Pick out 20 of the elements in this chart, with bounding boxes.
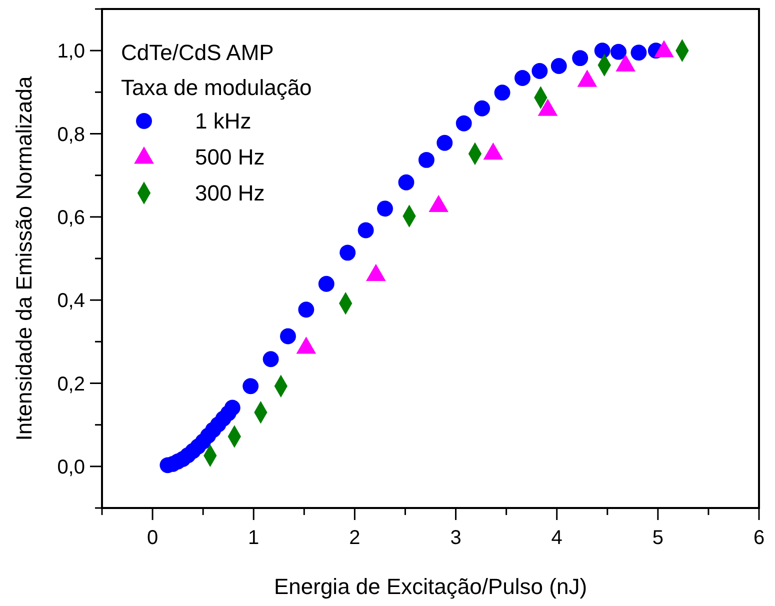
y-tick-label: 0,2 bbox=[57, 373, 85, 396]
x-tick-label: 4 bbox=[551, 527, 562, 549]
x-axis-title: Energia de Excitação/Pulso (nJ) bbox=[274, 574, 588, 599]
y-tick-label: 1,0 bbox=[57, 40, 85, 63]
y-tick-label: 0,0 bbox=[57, 456, 85, 478]
x-tick-label: 2 bbox=[349, 527, 360, 549]
y-axis-title: Intensidade da Emissão Normalizada bbox=[12, 76, 37, 441]
y-tick-label: 0,8 bbox=[57, 124, 85, 146]
legend-title: Taxa de modulação bbox=[121, 75, 312, 100]
x-tick-label: 1 bbox=[248, 527, 260, 549]
y-tick-label: 0,4 bbox=[57, 290, 85, 312]
annotation: CdTe/CdS AMP bbox=[121, 40, 274, 65]
legend-label: 300 Hz bbox=[195, 180, 265, 206]
x-tick-label: 5 bbox=[652, 527, 664, 549]
legend-label: 1 kHz bbox=[195, 108, 252, 134]
x-tick-label: 6 bbox=[753, 527, 765, 549]
x-tick-label: 0 bbox=[146, 527, 158, 549]
x-tick-label: 3 bbox=[450, 527, 462, 549]
legend-label: 500 Hz bbox=[195, 144, 265, 170]
y-tick-label: 0,6 bbox=[57, 206, 85, 229]
